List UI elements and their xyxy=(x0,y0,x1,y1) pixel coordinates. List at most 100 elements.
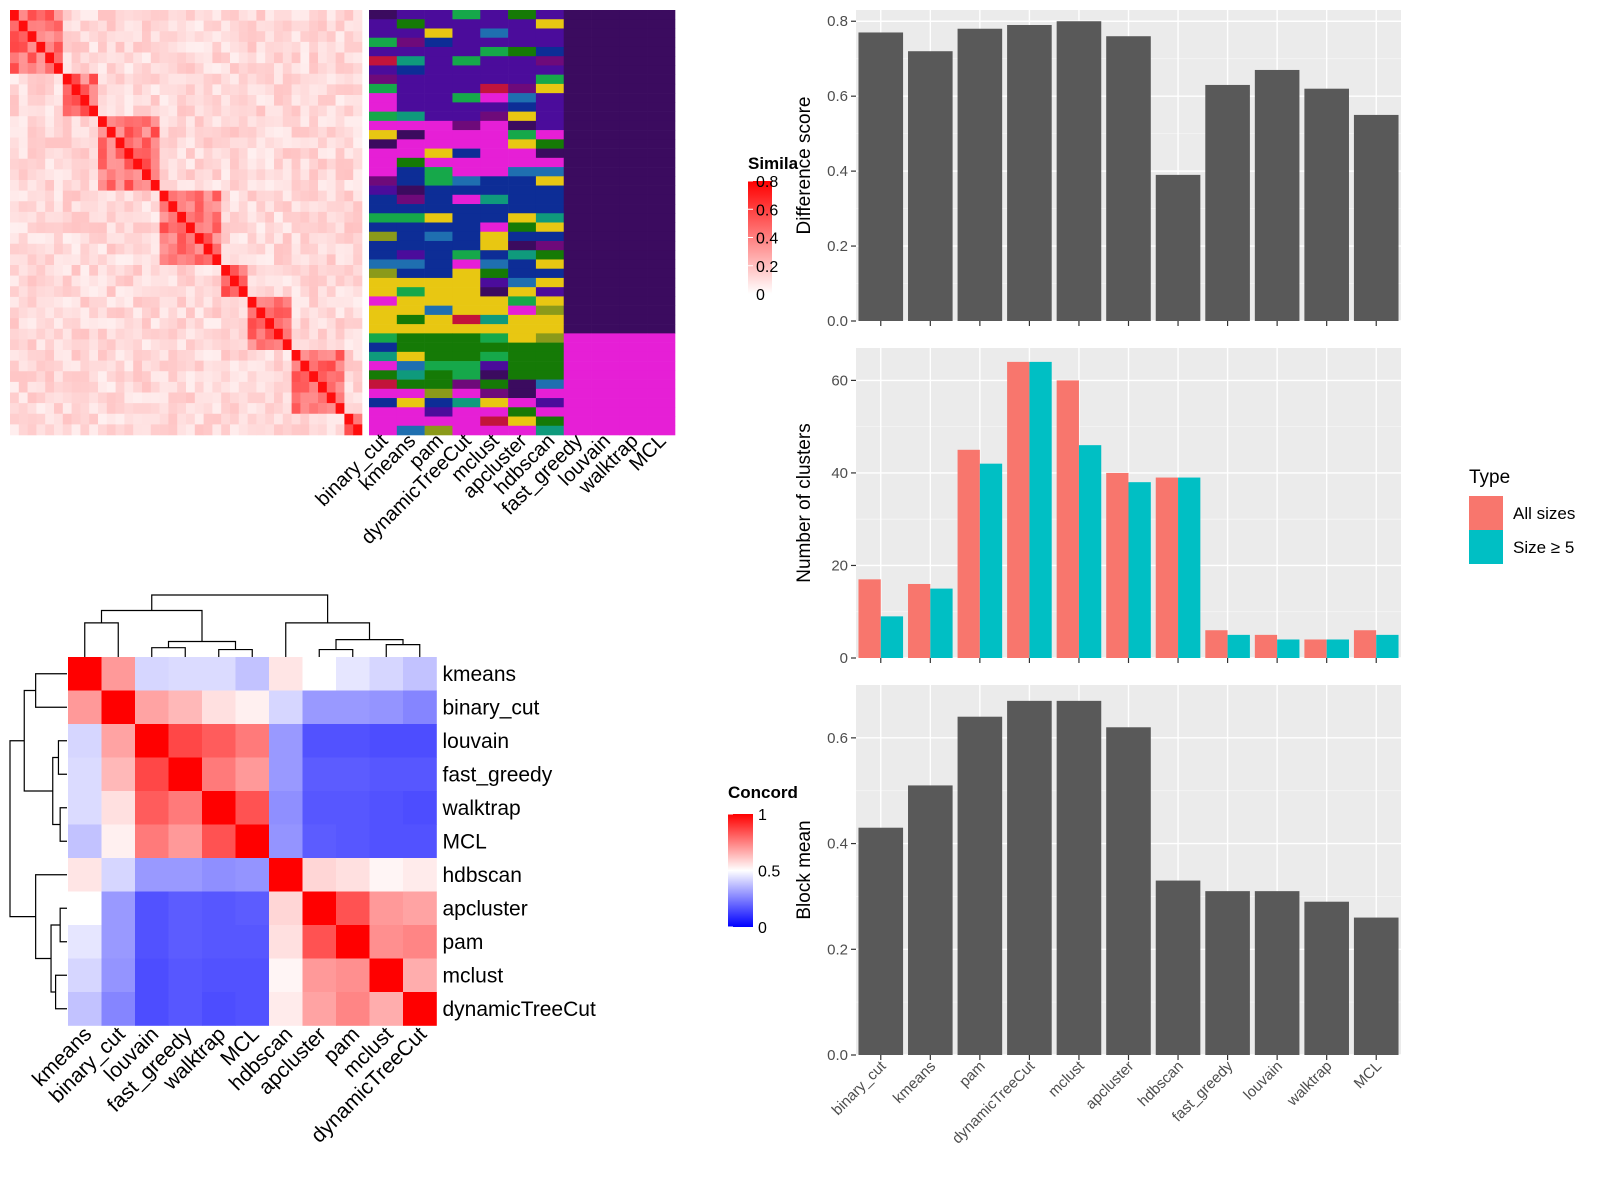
similarity-cell xyxy=(18,31,28,43)
similarity-cell xyxy=(89,20,99,32)
membership-cell xyxy=(508,250,537,260)
similarity-cell xyxy=(27,392,37,404)
membership-cell xyxy=(480,194,509,205)
similarity-cell xyxy=(62,392,72,404)
similarity-cell xyxy=(300,339,310,351)
similarity-cell xyxy=(133,286,143,298)
membership-cell xyxy=(647,176,676,186)
concordance-cell xyxy=(235,891,270,926)
similarity-cell xyxy=(106,350,116,361)
similarity-cell xyxy=(106,105,116,117)
similarity-cell xyxy=(353,307,363,319)
similarity-cell xyxy=(326,424,336,436)
similarity-cell xyxy=(309,286,319,298)
similarity-cell xyxy=(45,84,55,96)
similarity-cell xyxy=(62,63,72,75)
concordance-row-label: apcluster xyxy=(443,897,528,920)
similarity-cell xyxy=(142,296,152,308)
similarity-cell xyxy=(62,148,72,160)
similarity-cell xyxy=(300,371,310,383)
concordance-cell xyxy=(68,791,102,825)
similarity-cell xyxy=(89,233,99,245)
similarity-cell xyxy=(344,116,354,128)
bar xyxy=(957,28,1003,321)
membership-cell xyxy=(619,139,648,149)
similarity-cell xyxy=(221,73,231,85)
similarity-cell xyxy=(326,286,336,298)
similarity-cell xyxy=(18,41,28,53)
membership-cell xyxy=(591,416,620,427)
membership-cell xyxy=(452,268,481,279)
membership-cell xyxy=(619,333,648,343)
similarity-cell xyxy=(309,180,319,191)
similarity-cell xyxy=(194,275,204,287)
similarity-cell xyxy=(98,201,108,213)
similarity-cell xyxy=(282,413,292,425)
membership-cell xyxy=(535,416,565,427)
similarity-cell xyxy=(291,403,301,415)
similarity-legend-tick-label: 0.4 xyxy=(756,231,778,248)
similarity-cell xyxy=(18,10,28,21)
similarity-cell xyxy=(256,73,266,85)
similarity-cell xyxy=(80,254,90,266)
membership-cell xyxy=(647,204,676,214)
similarity-cell xyxy=(186,403,196,415)
similarity-cell xyxy=(256,392,266,404)
membership-cell xyxy=(508,93,537,103)
membership-cell xyxy=(396,185,425,196)
concordance-row-labels: kmeansbinary_cutlouvainfast_greedywalktr… xyxy=(442,663,596,1021)
similarity-cell xyxy=(142,148,152,160)
similarity-cell xyxy=(247,254,257,266)
similarity-cell xyxy=(282,392,292,404)
membership-cell xyxy=(424,388,453,399)
similarity-cell xyxy=(45,169,55,181)
similarity-cell xyxy=(98,116,108,128)
similarity-cell xyxy=(124,296,134,308)
membership-cell xyxy=(508,185,537,196)
similarity-cell xyxy=(124,328,134,340)
membership-cell xyxy=(480,120,509,131)
y-tick-label: 40 xyxy=(831,465,848,482)
similarity-cell xyxy=(291,52,301,64)
similarity-cell xyxy=(54,116,64,128)
similarity-cell xyxy=(159,360,169,372)
membership-cell xyxy=(480,139,509,149)
similarity-cell xyxy=(142,180,152,191)
membership-cell xyxy=(535,314,565,325)
similarity-cell xyxy=(98,105,108,117)
similarity-cell xyxy=(300,148,310,160)
similarity-cell xyxy=(291,116,301,128)
membership-cell xyxy=(396,416,425,427)
similarity-cell xyxy=(326,371,336,383)
similarity-cell xyxy=(318,403,328,415)
similarity-cell xyxy=(274,307,284,319)
membership-cell xyxy=(591,314,620,325)
similarity-cell xyxy=(186,307,196,319)
similarity-cell xyxy=(291,350,301,361)
similarity-cell xyxy=(326,126,336,138)
similarity-cell xyxy=(115,243,125,255)
membership-cell xyxy=(647,287,676,297)
similarity-cell xyxy=(326,137,336,149)
similarity-cell xyxy=(291,201,301,213)
membership-cell xyxy=(369,130,398,140)
similarity-cell xyxy=(62,116,72,128)
membership-cell xyxy=(396,398,425,408)
similarity-cell xyxy=(274,381,284,393)
similarity-cell xyxy=(265,371,275,383)
bar xyxy=(1254,891,1300,1055)
similarity-cell xyxy=(36,169,46,181)
membership-cell xyxy=(480,425,509,436)
membership-cell xyxy=(369,120,398,131)
dendrogram-branch xyxy=(318,648,354,657)
similarity-cell xyxy=(309,148,319,160)
similarity-cell xyxy=(177,296,187,308)
similarity-cell xyxy=(115,328,125,340)
similarity-cell xyxy=(212,169,222,181)
similarity-cell xyxy=(353,137,363,149)
similarity-cell xyxy=(159,424,169,436)
concordance-cell xyxy=(135,992,169,1026)
similarity-cell xyxy=(142,424,152,436)
concordance-cell xyxy=(302,724,337,758)
membership-cell xyxy=(647,148,676,159)
